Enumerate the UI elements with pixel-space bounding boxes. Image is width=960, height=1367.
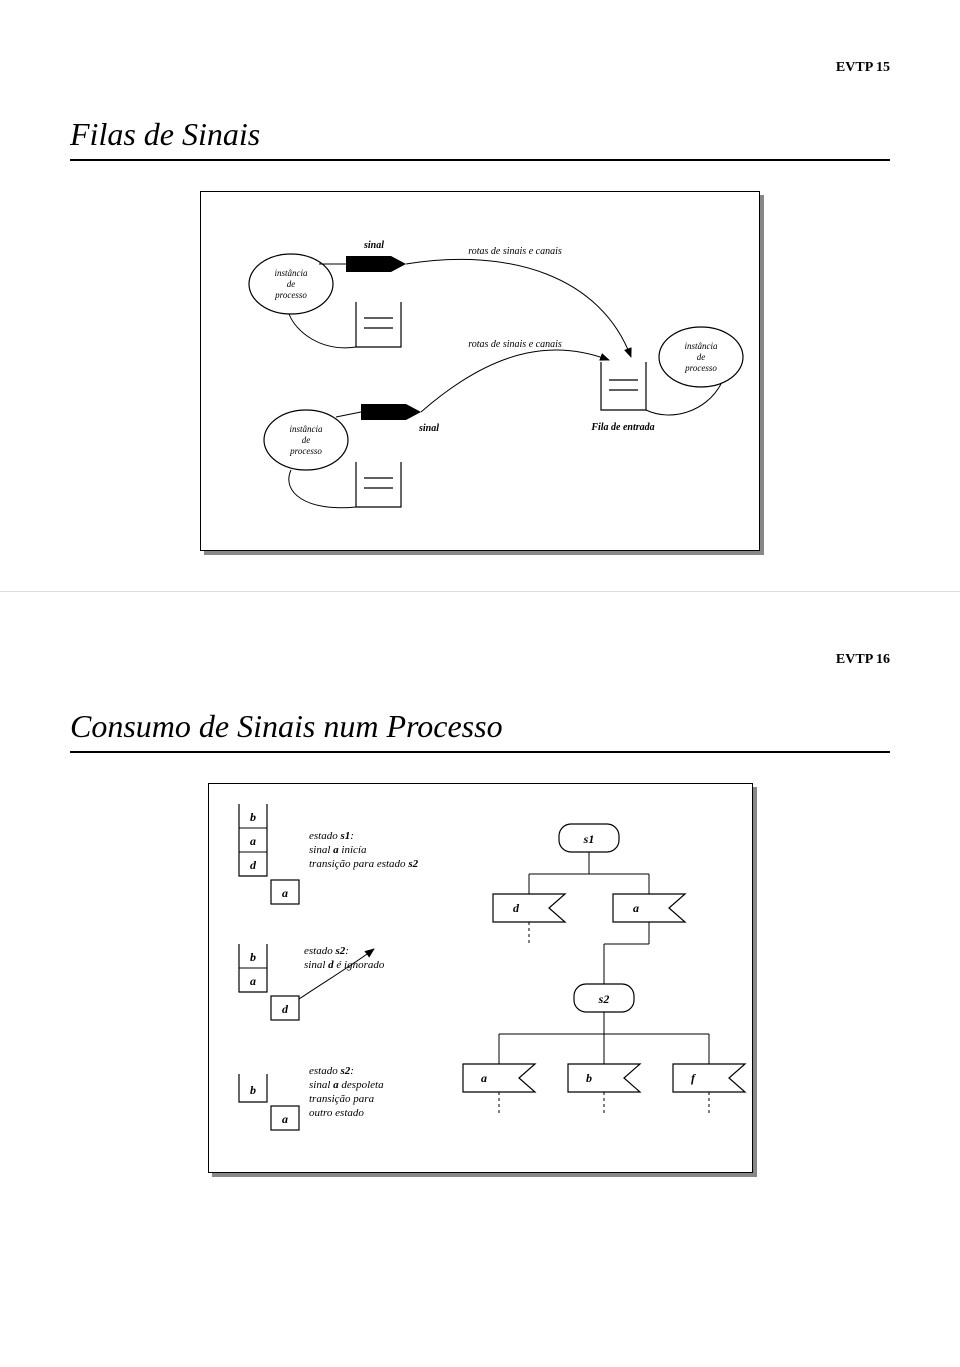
pi1-l1: instância (275, 268, 308, 278)
page-header: EVTP 16 (70, 652, 890, 668)
page-15: EVTP 15 Filas de Sinais instância de pro… (0, 0, 960, 591)
signal-a: a (613, 894, 685, 922)
svg-text:transição para estado s2: transição para estado s2 (309, 858, 419, 870)
signal-d: d (493, 894, 565, 922)
svg-text:sinal a inicía: sinal a inicía (309, 844, 367, 856)
pi3-l2: de (697, 352, 706, 362)
signal-f: f (673, 1064, 745, 1092)
stack2-a: a (250, 974, 256, 988)
sinal-block-1: sinal (346, 240, 406, 272)
stack1-d: d (250, 858, 257, 872)
stack1-out: a (282, 886, 288, 900)
stack-1: b a d a (239, 804, 299, 904)
pi1-l2: de (287, 279, 296, 289)
svg-text:transição para: transição para (309, 1093, 375, 1105)
sig-a-label: a (633, 901, 639, 915)
stack2-b: b (250, 950, 256, 964)
svg-text:estado s2:: estado s2: (309, 1065, 354, 1077)
svg-text:outro estado: outro estado (309, 1107, 364, 1119)
diagram-frame: instância de processo sinal i (200, 191, 760, 551)
stack1-b: b (250, 810, 256, 824)
sig-d-label: d (513, 901, 520, 915)
pi2-l3: processo (289, 446, 322, 456)
svg-text:sinal d é ignorado: sinal d é ignorado (304, 959, 385, 971)
stack-2: b a d (239, 944, 299, 1020)
page-header: EVTP 15 (70, 60, 890, 76)
stack2-out: d (282, 1002, 289, 1016)
pi3-l3: processo (684, 363, 717, 373)
svg-text:sinal a despoleta: sinal a despoleta (309, 1079, 384, 1091)
diagram-frame: b a d a estado s1: sinal a inicía transi… (208, 783, 753, 1173)
title-text: Filas de Sinais (70, 116, 260, 152)
rotas2-label: rotas de sinais e canais (468, 339, 562, 350)
page-16: EVTP 16 Consumo de Sinais num Processo b (0, 591, 960, 1213)
queue-to-inst3 (646, 384, 721, 415)
stack1-a: a (250, 834, 256, 848)
diagram-svg: b a d a estado s1: sinal a inicía transi… (209, 784, 754, 1174)
title-text: Consumo de Sinais num Processo (70, 708, 503, 744)
page-title: Consumo de Sinais num Processo (70, 708, 890, 753)
frame-wrap: instância de processo sinal i (70, 191, 890, 551)
frame-wrap: b a d a estado s1: sinal a inicía transi… (70, 783, 890, 1173)
queue-1 (356, 302, 401, 347)
stack-3: b a (239, 1074, 299, 1130)
caption-3: estado s2: sinal a despoleta transição p… (309, 1065, 384, 1119)
input-queue: Fila de entrada (590, 362, 654, 433)
fila-label: Fila de entrada (590, 422, 654, 433)
route-2 (421, 350, 609, 412)
svg-text:estado s1:: estado s1: (309, 830, 354, 842)
stack3-out: a (282, 1112, 288, 1126)
header-text: EVTP 15 (836, 60, 890, 75)
signal-a2: a (463, 1064, 535, 1092)
pi3-l1: instância (685, 341, 718, 351)
sinal-block-2: sinal (361, 404, 439, 434)
sig-a2-label: a (481, 1071, 487, 1085)
caption-1: estado s1: sinal a inicía transição para… (309, 830, 419, 870)
signal-b: b (568, 1064, 640, 1092)
sig-f-label: f (691, 1071, 696, 1085)
caption-2: estado s2: sinal d é ignorado (304, 945, 385, 971)
diagram-svg: instância de processo sinal i (201, 192, 761, 552)
sinal1-label: sinal (363, 240, 384, 251)
queue1-to-inst1 (289, 314, 356, 348)
sig-b-label: b (586, 1071, 592, 1085)
queue-2 (356, 462, 401, 507)
svg-text:estado s2:: estado s2: (304, 945, 349, 957)
pi2-l1: instância (290, 424, 323, 434)
s1-label: s1 (582, 832, 594, 846)
page-title: Filas de Sinais (70, 116, 890, 161)
s2-label: s2 (597, 992, 609, 1006)
header-text: EVTP 16 (836, 652, 890, 667)
pi1-l3: processo (274, 290, 307, 300)
queue2-to-inst2 (289, 470, 356, 508)
pi2-l2: de (302, 435, 311, 445)
rotas1-label: rotas de sinais e canais (468, 246, 562, 257)
stack3-b: b (250, 1083, 256, 1097)
sinal2-label: sinal (418, 423, 439, 434)
